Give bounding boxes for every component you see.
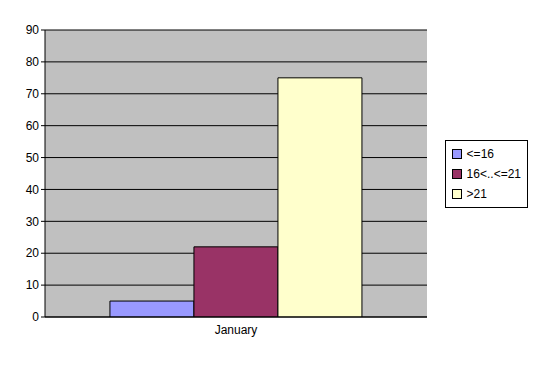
svg-text:20: 20 [26, 246, 40, 260]
svg-text:90: 90 [26, 23, 40, 37]
html-text:>21: >21 [466, 187, 487, 201]
svg-text:70: 70 [26, 87, 40, 101]
html-text:<=16: <=16 [466, 147, 494, 161]
html-text:16<..<=21: 16<..<=21 [466, 167, 521, 181]
svg-text:10: 10 [26, 278, 40, 292]
svg-text:40: 40 [26, 183, 40, 197]
svg-text:January: January [215, 323, 258, 337]
svg-text:0: 0 [32, 310, 39, 324]
svg-text:60: 60 [26, 119, 40, 133]
svg-text:80: 80 [26, 55, 40, 69]
svg-text:50: 50 [26, 151, 40, 165]
svg-text:30: 30 [26, 215, 40, 229]
